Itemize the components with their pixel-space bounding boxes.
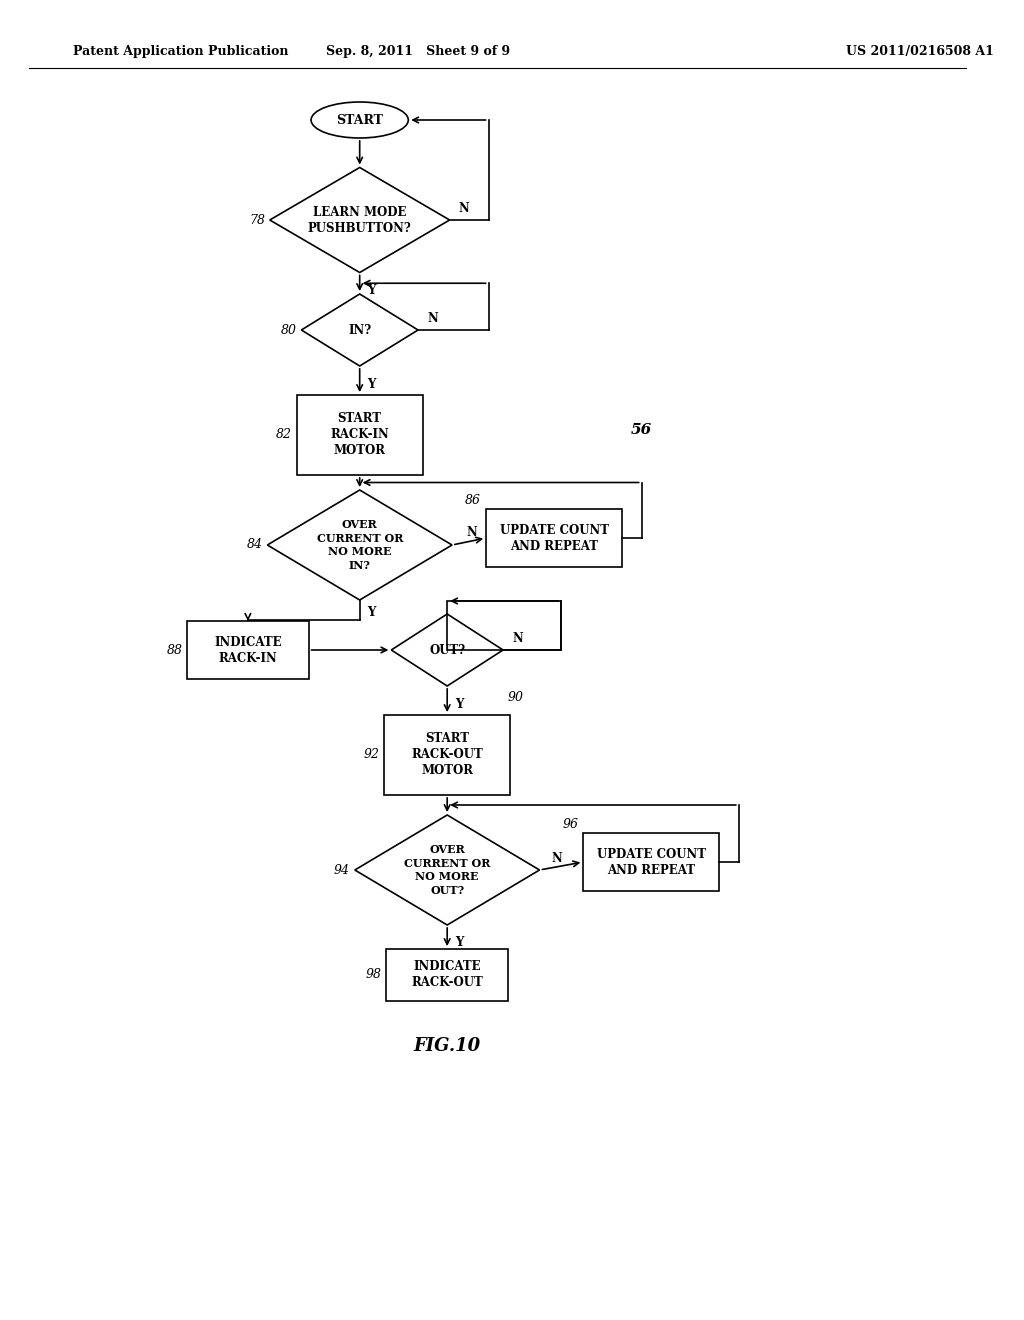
Bar: [187, 620, 308, 678]
Text: 90: 90: [508, 690, 523, 704]
Text: 86: 86: [465, 495, 481, 507]
Text: Patent Application Publication: Patent Application Publication: [73, 45, 289, 58]
Bar: [584, 833, 720, 891]
Text: Y: Y: [368, 378, 376, 391]
Text: 80: 80: [281, 323, 297, 337]
Text: IN?: IN?: [348, 323, 372, 337]
Text: INDICATE
RACK-IN: INDICATE RACK-IN: [214, 635, 282, 664]
Text: OVER
CURRENT OR
NO MORE
OUT?: OVER CURRENT OR NO MORE OUT?: [404, 843, 490, 896]
Text: LEARN MODE
PUSHBUTTON?: LEARN MODE PUSHBUTTON?: [308, 206, 412, 235]
Text: OVER
CURRENT OR
NO MORE
IN?: OVER CURRENT OR NO MORE IN?: [316, 519, 402, 572]
Text: UPDATE COUNT
AND REPEAT: UPDATE COUNT AND REPEAT: [500, 524, 608, 553]
Bar: [486, 510, 623, 568]
Text: 88: 88: [167, 644, 182, 656]
Text: INDICATE
RACK-OUT: INDICATE RACK-OUT: [412, 961, 483, 990]
Text: Sep. 8, 2011   Sheet 9 of 9: Sep. 8, 2011 Sheet 9 of 9: [326, 45, 510, 58]
Text: N: N: [466, 527, 477, 540]
Text: Y: Y: [455, 936, 463, 949]
Text: Y: Y: [455, 697, 463, 710]
Text: Y: Y: [368, 606, 376, 619]
Text: 56: 56: [631, 422, 652, 437]
Text: US 2011/0216508 A1: US 2011/0216508 A1: [846, 45, 993, 58]
Text: 98: 98: [366, 969, 382, 982]
Text: OUT?: OUT?: [429, 644, 465, 656]
Text: N: N: [459, 202, 470, 214]
Text: N: N: [552, 851, 562, 865]
Text: 84: 84: [247, 539, 262, 552]
Text: START
RACK-OUT
MOTOR: START RACK-OUT MOTOR: [412, 733, 483, 777]
Text: 82: 82: [275, 429, 292, 441]
Text: START
RACK-IN
MOTOR: START RACK-IN MOTOR: [331, 412, 389, 458]
Text: 94: 94: [334, 863, 350, 876]
Bar: [386, 949, 508, 1001]
Bar: [297, 395, 423, 475]
Text: 92: 92: [364, 748, 379, 762]
Text: Y: Y: [368, 284, 376, 297]
Text: 78: 78: [250, 214, 265, 227]
Text: UPDATE COUNT
AND REPEAT: UPDATE COUNT AND REPEAT: [597, 847, 706, 876]
Bar: [384, 715, 510, 795]
Text: N: N: [512, 631, 523, 644]
Bar: [447, 601, 561, 649]
Text: FIG.10: FIG.10: [414, 1038, 480, 1055]
Text: START: START: [336, 114, 383, 127]
Text: N: N: [427, 312, 438, 325]
Text: 96: 96: [562, 818, 579, 832]
